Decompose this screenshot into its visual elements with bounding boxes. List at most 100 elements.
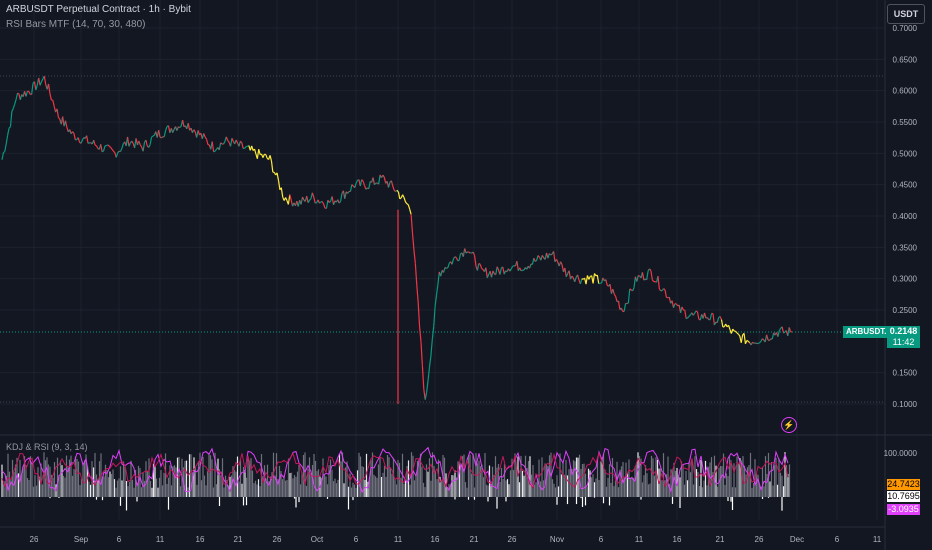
price-segment [9,111,13,127]
price-segment [179,125,182,128]
time-tick-label: 16 [431,535,440,544]
price-segment [238,141,241,147]
price-segment [462,248,466,257]
price-segment [392,185,395,191]
price-segment [421,365,425,390]
time-tick-label: 6 [117,535,122,544]
price-segment [344,191,347,199]
price-segment [301,196,305,201]
price-segment [431,326,435,340]
price-segment [307,199,311,204]
time-tick-label: 11 [156,535,165,544]
price-segment [73,133,76,141]
price-segment [761,338,765,341]
price-segment [355,180,359,184]
price-series[interactable] [1,75,793,404]
price-segment [437,271,440,285]
price-segment [615,296,618,302]
price-segment [151,135,154,138]
price-segment [28,91,31,95]
price-segment [465,251,468,254]
price-segment [101,150,104,153]
price-segment [672,303,676,308]
price-segment [320,200,323,203]
price-segment [227,140,230,143]
time-tick-label: Oct [311,535,324,544]
price-segment [139,144,143,148]
price-segment [767,339,770,342]
symbol-title[interactable]: ARBUSDT Perpetual Contract · 1h · Bybit [6,4,191,15]
price-segment [531,258,535,265]
time-tick-label: 26 [30,535,39,544]
price-segment [712,313,716,326]
price-segment [152,134,155,137]
price-segment [455,257,459,261]
price-segment [703,312,707,319]
price-tick-label: 0.3500 [893,243,918,252]
price-segment [581,278,584,280]
price-segment [613,293,617,297]
price-segment [730,328,734,334]
price-segment [11,108,14,112]
price-segment [684,310,687,319]
price-segment [576,274,580,281]
price-segment [705,316,708,319]
price-segment [4,143,7,152]
price-segment [399,197,402,200]
price-segment [276,172,280,181]
price-segment [442,267,446,273]
price-segment [107,144,110,147]
price-segment [87,142,90,144]
price-segment [359,179,363,187]
price-segment [338,201,342,204]
price-segment [112,150,116,154]
price-segment [390,180,394,187]
price-segment [446,267,448,269]
price-segment [235,139,239,144]
price-segment [396,189,399,193]
price-segment [1,152,4,160]
price-segment [641,272,645,281]
price-segment [476,263,480,271]
price-segment [473,255,477,267]
time-tick-label: 11 [873,535,882,544]
last-price-value: 0.2148 [889,326,918,336]
price-segment [633,276,637,288]
currency-button[interactable]: USDT [887,4,925,24]
price-segment [548,253,552,256]
time-tick-label: 26 [508,535,517,544]
price-segment [740,334,744,343]
price-segment [755,342,757,345]
price-segment [403,197,407,203]
price-segment [716,317,720,323]
price-segment [203,133,206,138]
price-segment [8,126,11,129]
price-segment [696,311,700,320]
price-segment [426,380,429,393]
price-segment [214,149,217,152]
price-segment [161,136,164,139]
price-segment [540,255,543,261]
price-segment [520,269,523,272]
price-segment [121,143,124,149]
oscillator-label[interactable]: KDJ & RSI (9, 3, 14) [6,442,88,452]
oscillator-pane[interactable] [1,446,791,511]
price-segment [372,177,376,185]
price-segment [253,148,257,155]
indicator-label[interactable]: RSI Bars MTF (14, 70, 30, 480) [6,19,146,30]
price-tick-label: 0.6500 [893,55,918,64]
price-segment [251,145,254,151]
price-segment [57,117,61,120]
price-segment [239,140,243,144]
price-segment [323,203,326,209]
price-segment [458,253,462,261]
price-segment [383,177,387,184]
lightning-icon[interactable]: ⚡ [781,417,797,433]
price-segment [646,270,649,280]
price-segment [552,251,556,262]
price-segment [651,279,655,282]
price-segment [244,146,247,149]
price-segment [413,249,416,264]
